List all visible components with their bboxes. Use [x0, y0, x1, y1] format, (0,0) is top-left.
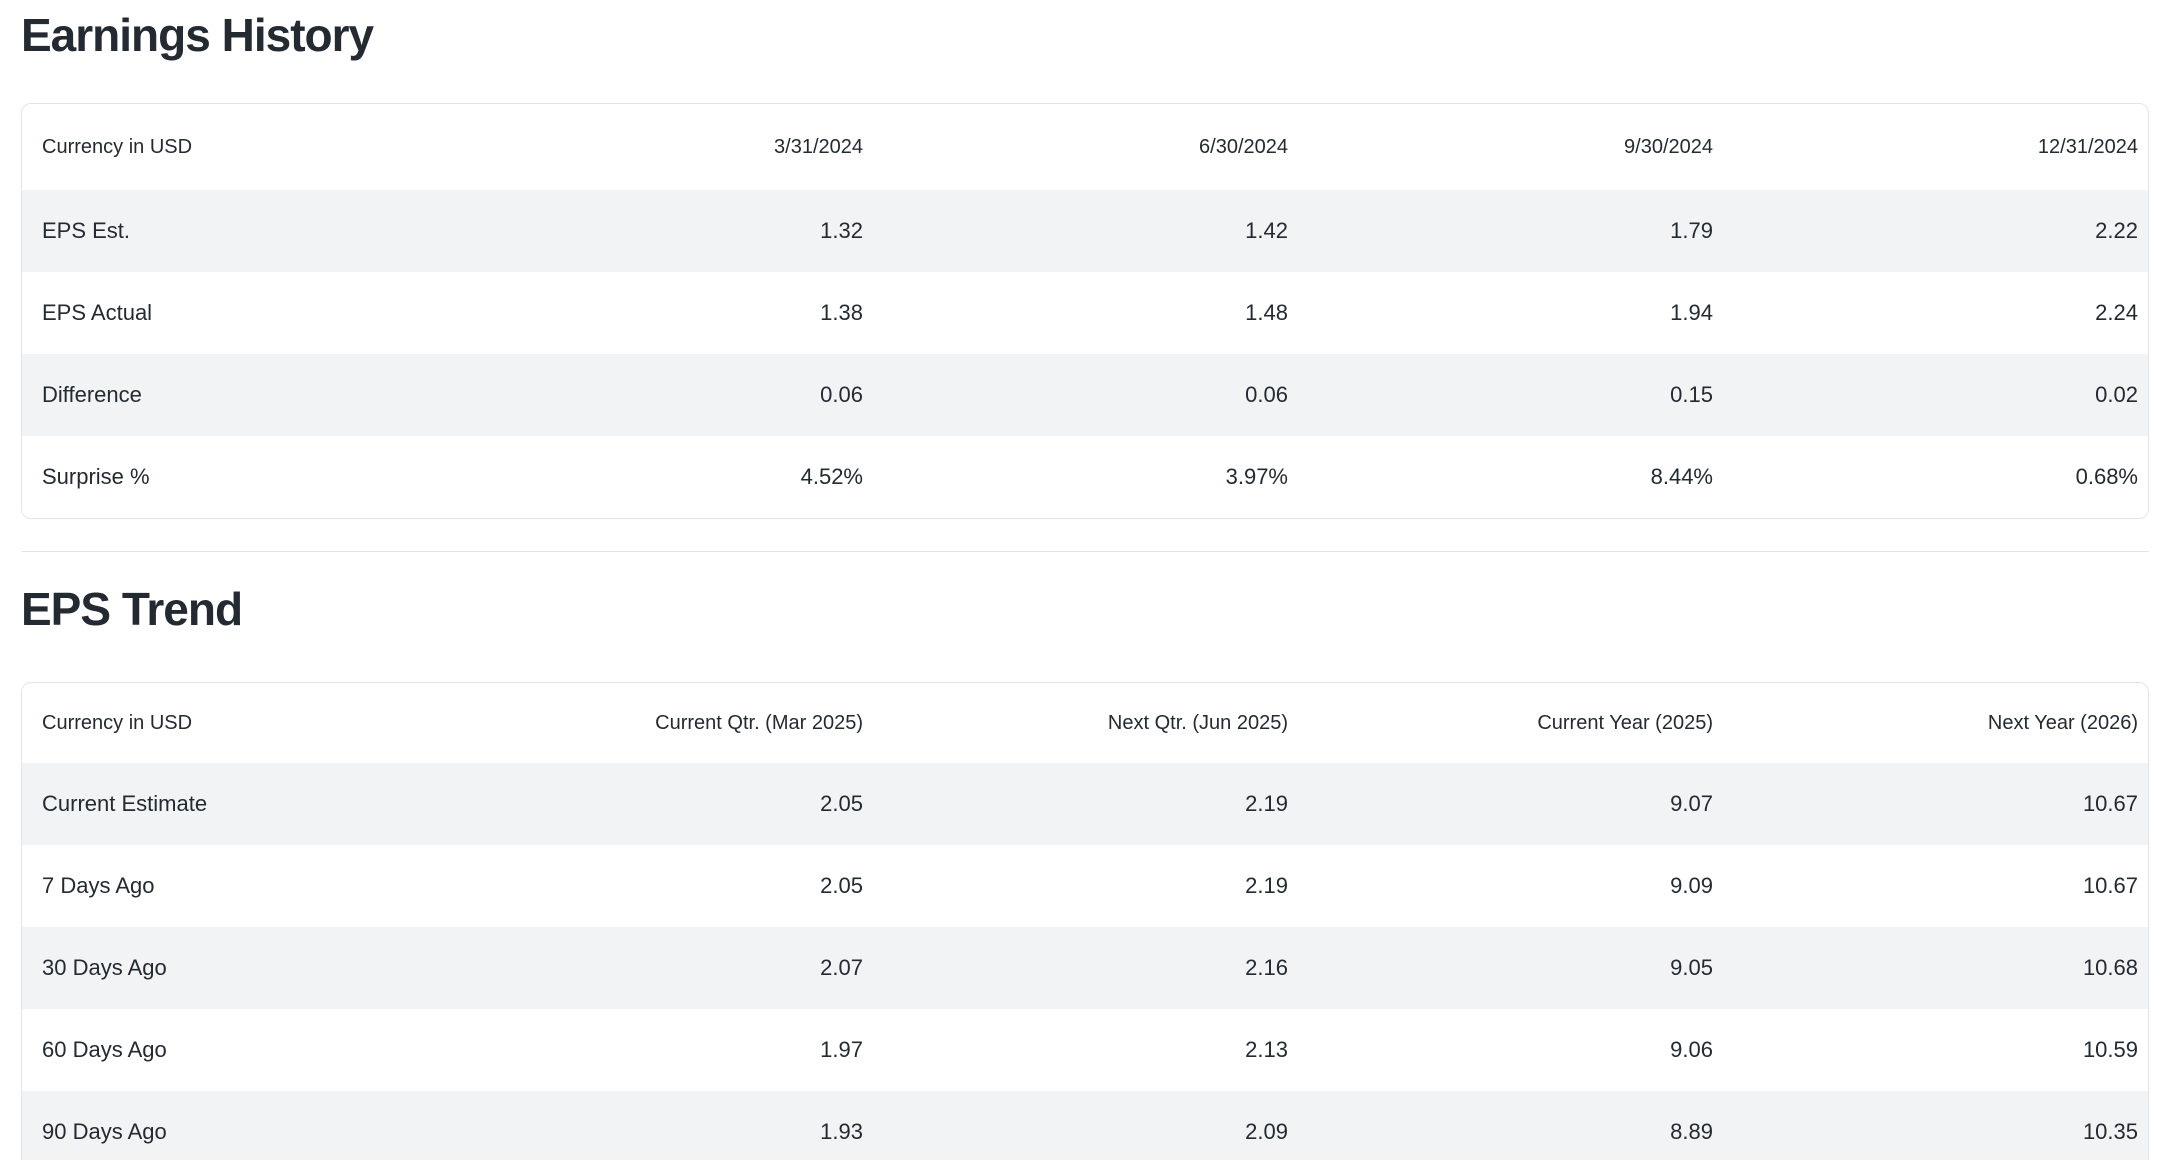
cell-value: 10.68 — [2082, 955, 2138, 981]
currency-label: Currency in USD — [42, 135, 193, 158]
row-label: 60 Days Ago — [42, 1037, 167, 1063]
row-label: 90 Days Ago — [42, 1119, 167, 1145]
column-header-date: 6/30/2024 — [1199, 135, 1288, 158]
cell-value: 9.07 — [1670, 791, 1713, 817]
cell-value: 2.19 — [1245, 791, 1288, 817]
table-row-surprise-pct: Surprise % 4.52% 3.97% 8.44% 0.68% — [22, 436, 2148, 519]
cell-value: 0.68% — [2075, 464, 2138, 490]
row-label: Difference — [42, 382, 142, 408]
table-row-30-days-ago: 30 Days Ago 2.07 2.16 9.05 10.68 — [22, 927, 2148, 1010]
table-row-eps-est: EPS Est. 1.32 1.42 1.79 2.22 — [22, 190, 2148, 273]
cell-value: 2.09 — [1245, 1119, 1288, 1145]
cell-value: 0.06 — [820, 382, 863, 408]
eps-trend-header-row: Currency in USD Current Qtr. (Mar 2025) … — [22, 683, 2148, 764]
cell-value: 0.06 — [1245, 382, 1288, 408]
cell-value: 1.79 — [1670, 218, 1713, 244]
cell-value: 4.52% — [800, 464, 863, 490]
column-header-date: 3/31/2024 — [774, 135, 863, 158]
row-label: Surprise % — [42, 464, 150, 490]
earnings-history-header-row: Currency in USD 3/31/2024 6/30/2024 9/30… — [22, 104, 2148, 191]
eps-trend-card: Currency in USD Current Qtr. (Mar 2025) … — [21, 682, 2149, 1160]
cell-value: 9.09 — [1670, 873, 1713, 899]
cell-value: 2.16 — [1245, 955, 1288, 981]
table-row-eps-actual: EPS Actual 1.38 1.48 1.94 2.24 — [22, 272, 2148, 355]
currency-label: Currency in USD — [42, 711, 193, 734]
row-label: 7 Days Ago — [42, 873, 155, 899]
column-header-period: Next Year (2026) — [1987, 711, 2138, 734]
table-row-difference: Difference 0.06 0.06 0.15 0.02 — [22, 354, 2148, 437]
row-label: Current Estimate — [42, 791, 208, 817]
table-row-90-days-ago: 90 Days Ago 1.93 2.09 8.89 10.35 — [22, 1091, 2148, 1160]
cell-value: 10.67 — [2082, 791, 2138, 817]
column-header-date: 9/30/2024 — [1624, 135, 1713, 158]
section-title-eps-trend: EPS Trend — [21, 583, 243, 636]
cell-value: 0.02 — [2095, 382, 2138, 408]
cell-value: 1.38 — [820, 300, 863, 326]
table-row-60-days-ago: 60 Days Ago 1.97 2.13 9.06 10.59 — [22, 1009, 2148, 1092]
cell-value: 2.13 — [1245, 1037, 1288, 1063]
eps-trend-table: Currency in USD Current Qtr. (Mar 2025) … — [22, 683, 2148, 1160]
cell-value: 3.97% — [1225, 464, 1288, 490]
column-header-period: Current Qtr. (Mar 2025) — [655, 711, 863, 734]
cell-value: 10.67 — [2082, 873, 2138, 899]
row-label: 30 Days Ago — [42, 955, 167, 981]
cell-value: 1.93 — [820, 1119, 863, 1145]
table-row-7-days-ago: 7 Days Ago 2.05 2.19 9.09 10.67 — [22, 845, 2148, 928]
earnings-history-table: Currency in USD 3/31/2024 6/30/2024 9/30… — [22, 104, 2148, 519]
section-divider — [21, 551, 2149, 553]
cell-value: 9.06 — [1670, 1037, 1713, 1063]
row-label: EPS Actual — [42, 300, 153, 326]
cell-value: 2.05 — [820, 873, 863, 899]
cell-value: 0.15 — [1670, 382, 1713, 408]
cell-value: 2.24 — [2095, 300, 2138, 326]
row-label: EPS Est. — [42, 218, 131, 244]
cell-value: 9.05 — [1670, 955, 1713, 981]
cell-value: 10.35 — [2082, 1119, 2138, 1145]
cell-value: 1.32 — [820, 218, 863, 244]
cell-value: 1.48 — [1245, 300, 1288, 326]
cell-value: 10.59 — [2082, 1037, 2138, 1063]
cell-value: 1.94 — [1670, 300, 1713, 326]
column-header-period: Next Qtr. (Jun 2025) — [1107, 711, 1288, 734]
column-header-date: 12/31/2024 — [2037, 135, 2138, 158]
cell-value: 1.97 — [820, 1037, 863, 1063]
table-row-current-estimate: Current Estimate 2.05 2.19 9.07 10.67 — [22, 763, 2148, 846]
cell-value: 8.89 — [1670, 1119, 1713, 1145]
section-title-earnings-history: Earnings History — [21, 9, 374, 61]
cell-value: 2.07 — [820, 955, 863, 981]
earnings-history-card: Currency in USD 3/31/2024 6/30/2024 9/30… — [21, 103, 2149, 520]
cell-value: 2.22 — [2095, 218, 2138, 244]
column-header-period: Current Year (2025) — [1537, 711, 1713, 734]
cell-value: 8.44% — [1650, 464, 1713, 490]
cell-value: 2.05 — [820, 791, 863, 817]
cell-value: 1.42 — [1245, 218, 1288, 244]
cell-value: 2.19 — [1245, 873, 1288, 899]
